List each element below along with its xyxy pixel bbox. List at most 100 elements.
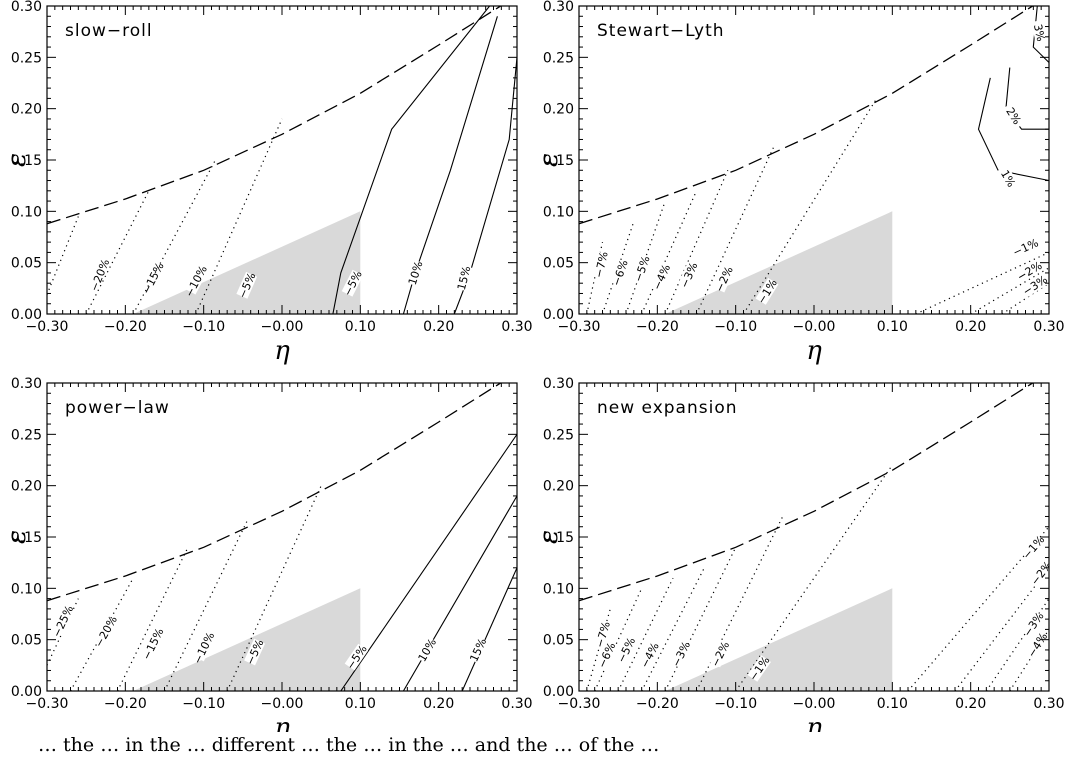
y-tick-label: 0.25 <box>543 427 574 443</box>
contour-label: 10% <box>406 259 426 286</box>
contour-label-bg <box>467 636 489 664</box>
x-tick-label: −0.00 <box>793 696 836 712</box>
x-tick-label: 0.20 <box>955 319 986 335</box>
contour-line <box>195 118 283 314</box>
x-tick-label: 0.20 <box>955 696 986 712</box>
contour-line <box>69 577 134 691</box>
y-tick-label: 0.10 <box>11 204 42 220</box>
y-tick-label: 0.25 <box>11 50 42 66</box>
y-tick-label: 0.05 <box>543 633 574 649</box>
contour-label: 15% <box>455 265 473 292</box>
contour-line <box>586 608 611 691</box>
contour-label-bg <box>1029 559 1049 587</box>
contour-line <box>586 241 604 314</box>
boundary-curve <box>579 6 1034 225</box>
x-tick-label: 0.10 <box>345 319 376 335</box>
contour-label-bg <box>405 259 425 287</box>
contour-label-bg <box>747 655 771 682</box>
contour-label-bg <box>341 269 364 297</box>
contour-label-bg <box>592 251 610 278</box>
x-axis-label: η <box>806 336 822 366</box>
contour-line <box>617 577 674 691</box>
contour-label: −5% <box>615 635 638 665</box>
contour-label-bg <box>997 165 1020 192</box>
x-tick-label: −0.30 <box>558 319 601 335</box>
y-tick-label: 0.25 <box>543 50 574 66</box>
y-tick-label: 0.00 <box>543 684 574 700</box>
x-tick-label: −0.10 <box>182 696 225 712</box>
contour-label-bg <box>1002 102 1026 130</box>
shaded-region <box>665 588 893 691</box>
x-tick-label: 0.20 <box>423 319 454 335</box>
contour-label: −1% <box>1011 236 1041 259</box>
contour-line <box>116 547 189 691</box>
x-tick-label: 0.30 <box>501 696 532 712</box>
contour-label-bg <box>1020 534 1046 561</box>
y-tick-label: 0.30 <box>543 0 574 15</box>
x-tick-label: −0.10 <box>714 319 757 335</box>
x-tick-label: 0.30 <box>1033 696 1064 712</box>
contour-label-bg <box>638 641 661 669</box>
plot-area: −7%−6%−5% −4% −3% −2% −1%−1%−2%−3%−4% <box>579 383 1055 691</box>
contour-label: −5% <box>632 254 653 283</box>
contour-line <box>664 170 729 314</box>
contour-line <box>641 567 705 691</box>
x-tick-label: −0.00 <box>261 319 304 335</box>
contour-line <box>977 77 1049 182</box>
y-tick-label: 0.30 <box>11 0 42 15</box>
shaded-region <box>133 588 361 691</box>
contour-label: −15% <box>140 626 166 662</box>
boundary-curve <box>579 383 1034 602</box>
x-tick-label: −0.20 <box>636 319 679 335</box>
y-tick-label: 0.25 <box>11 427 42 443</box>
contour-label: −4% <box>650 262 673 292</box>
y-tick-label: 0.05 <box>11 256 42 272</box>
figure-canvas: −20% −15% −10% −5% −5% 10% 15%−0.30 −0.20 −0.10−… <box>2 0 1065 732</box>
x-tick-label: −0.30 <box>26 696 69 712</box>
contour-label-bg <box>184 267 207 295</box>
contour-line <box>625 200 666 314</box>
contour-label-bg <box>650 263 672 291</box>
x-tick-label: 0.30 <box>501 319 532 335</box>
contour-label-bg <box>670 640 692 668</box>
panel-title: power−law <box>65 398 170 418</box>
x-tick-label: −0.30 <box>26 319 69 335</box>
x-tick-label: −0.20 <box>636 696 679 712</box>
contour-label-bg <box>141 264 164 292</box>
plot-area: −7% −6% −5%−4% −3% −2% −1%1%2%3%−1%−2%−3% <box>579 6 1049 314</box>
contour-line <box>402 16 498 314</box>
x-axis-label: η <box>274 336 290 366</box>
y-tick-label: 0.05 <box>543 256 574 272</box>
y-axis-label: ε <box>534 153 564 167</box>
contour-line <box>163 521 248 691</box>
contour-label-bg <box>94 618 117 645</box>
contour-label-bg <box>1031 19 1048 46</box>
contour-line <box>85 190 150 314</box>
contour-label-bg <box>632 255 652 283</box>
contour-line <box>735 464 893 691</box>
contour-label-bg <box>1012 236 1039 258</box>
contour-label: −15% <box>140 260 167 296</box>
contour-label: −7% <box>592 250 610 279</box>
contour-label: −4% <box>638 640 662 670</box>
contour-label: −2% <box>1028 559 1055 588</box>
contour-line <box>664 547 737 691</box>
panel-title: new expansion <box>597 398 738 418</box>
contour-label-bg <box>1025 631 1049 659</box>
contour-label: −3% <box>678 260 701 290</box>
contour-line <box>695 516 784 691</box>
boundary-curve <box>47 383 502 602</box>
y-axis-label: ε <box>2 153 32 167</box>
contour-line <box>226 485 322 691</box>
contour-line <box>915 251 1049 314</box>
contour-label-bg <box>709 640 731 668</box>
contour-line <box>47 216 79 297</box>
contour-line <box>332 6 491 314</box>
panel-slow-roll: −20% −15% −10% −5% −5% 10% 15%−0.30 −0.20 −0.10−… <box>2 0 533 366</box>
contour-label-bg <box>344 643 369 671</box>
y-tick-label: 0.10 <box>543 204 574 220</box>
contour-label-bg <box>52 607 74 635</box>
ticks <box>46 5 518 315</box>
contour-line <box>1001 282 1049 314</box>
y-tick-label: 0.20 <box>11 479 42 495</box>
